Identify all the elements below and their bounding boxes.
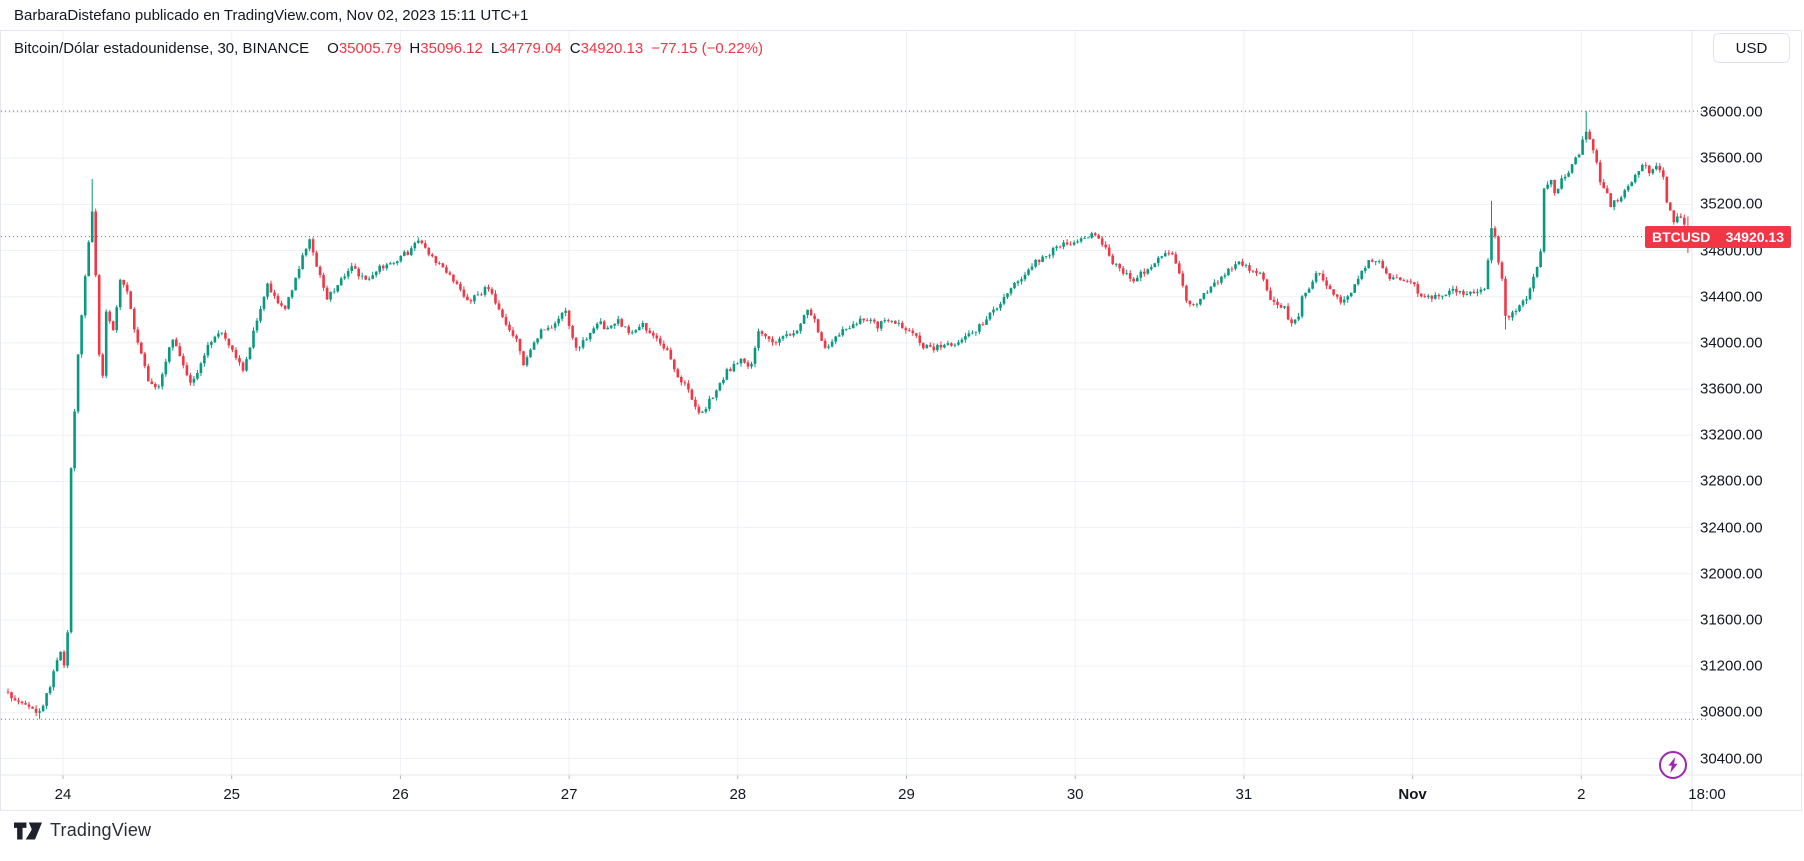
tradingview-logo[interactable]: TradingView <box>14 820 151 841</box>
price-tick-label: 32800.00 <box>1700 472 1763 490</box>
last-price-value: 34920.13 <box>1725 228 1784 245</box>
symbol-title: Bitcoin/Dólar estadounidense, 30, BINANC… <box>14 40 310 57</box>
price-tick-label: 32400.00 <box>1700 519 1763 537</box>
last-price-label: BTCUSD 34920.13 <box>1645 225 1791 248</box>
down-candle-bodies <box>6 131 1690 713</box>
time-tick-label: 25 <box>223 786 241 803</box>
high-value: 35096.12 <box>420 40 483 57</box>
price-tick-label: 36000.00 <box>1700 103 1763 121</box>
price-tick-label: 30400.00 <box>1700 750 1763 768</box>
close-label: C <box>569 40 581 57</box>
time-tick-label: 30 <box>1066 786 1084 803</box>
time-tick-label: 2 <box>1577 786 1586 803</box>
price-tick-label: 31600.00 <box>1700 611 1763 629</box>
time-tick-label: 18:00 <box>1688 786 1726 803</box>
price-tick-label: 32000.00 <box>1700 565 1763 583</box>
price-tick-label: 30800.00 <box>1700 703 1763 721</box>
time-tick-label: 31 <box>1235 786 1253 803</box>
flash-icon[interactable] <box>1659 751 1687 779</box>
attribution-text: BarbaraDistefano publicado en TradingVie… <box>14 7 529 24</box>
currency-button[interactable]: USD <box>1713 33 1790 63</box>
open-value: 35005.79 <box>338 40 402 57</box>
ohlc-values: O35005.79 H35096.12 L34779.04 C34920.13 <box>319 40 643 57</box>
symbol-header[interactable]: Bitcoin/Dólar estadounidense, 30, BINANC… <box>14 40 763 57</box>
price-tick-label: 35200.00 <box>1700 195 1763 213</box>
change-value: −77.15 (−0.22%) <box>651 40 763 57</box>
price-tick-label: 33600.00 <box>1700 380 1763 398</box>
tradingview-logo-text: TradingView <box>50 820 152 840</box>
time-tick-label: 28 <box>729 786 747 803</box>
low-value: 34779.04 <box>499 40 562 57</box>
price-tick-label: 35600.00 <box>1700 149 1763 167</box>
price-tick-label: 34000.00 <box>1700 334 1763 352</box>
time-tick-label: 29 <box>898 786 915 803</box>
time-tick-label: 24 <box>54 786 72 803</box>
lightning-bolt-icon <box>1668 757 1678 773</box>
price-tick-label: 33200.00 <box>1700 426 1763 444</box>
time-tick-label: 27 <box>560 786 578 803</box>
time-tick-label: 26 <box>392 786 409 803</box>
tradingview-logo-icon <box>14 821 42 840</box>
last-price-symbol: BTCUSD <box>1652 228 1711 245</box>
open-label: O <box>327 40 339 57</box>
high-label: H <box>409 40 421 57</box>
up-candle-bodies <box>38 131 1679 713</box>
low-label: L <box>490 40 500 57</box>
up-candle-wicks <box>39 111 1678 720</box>
time-tick-label: Nov <box>1398 786 1427 803</box>
chart-widget <box>0 30 1802 811</box>
price-tick-label: 34400.00 <box>1700 288 1763 306</box>
down-candle-wicks <box>7 129 1689 717</box>
price-tick-label: 31200.00 <box>1700 657 1763 675</box>
close-value: 34920.13 <box>580 40 644 57</box>
